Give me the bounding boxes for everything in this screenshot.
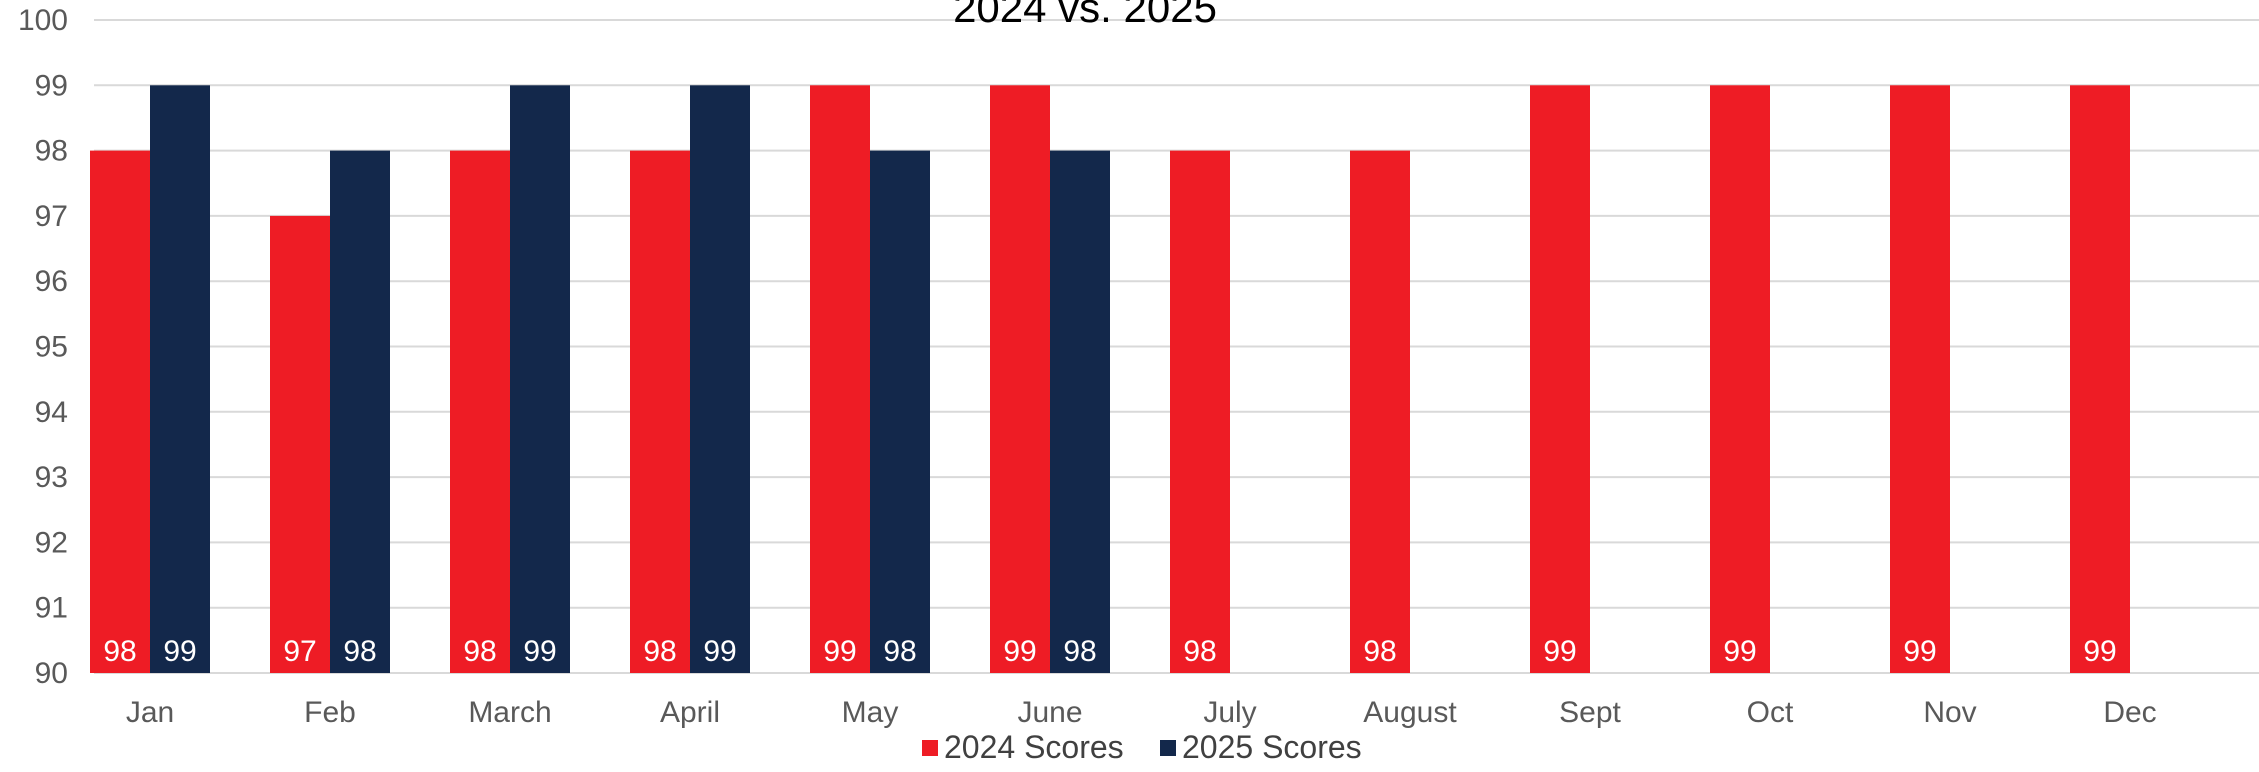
x-tick-label: April	[660, 696, 720, 729]
x-tick-label: May	[842, 696, 899, 729]
data-label: 98	[343, 635, 376, 668]
legend-label: 2024 Scores	[944, 729, 1124, 765]
x-tick-label: June	[1017, 696, 1082, 729]
bar-2024-nov	[1890, 85, 1950, 674]
y-tick-label: 100	[18, 4, 68, 37]
y-tick-label: 97	[35, 200, 68, 233]
bar-2025-jan	[150, 85, 210, 674]
x-tick-label: August	[1363, 696, 1457, 729]
data-label: 99	[523, 635, 556, 668]
y-tick-label: 93	[35, 461, 68, 494]
data-label: 99	[2083, 635, 2116, 668]
data-label: 99	[1903, 635, 1936, 668]
bars	[90, 85, 2130, 674]
x-tick-label: Oct	[1747, 696, 1794, 729]
x-tick-label: Jan	[126, 696, 174, 729]
bar-2024-may	[810, 85, 870, 674]
x-axis-ticks: Jan Feb March April May June July August Sept Oct…	[126, 696, 2157, 729]
legend: 2024 Scores 2025 Scores	[922, 729, 1362, 765]
y-tick-label: 94	[35, 396, 68, 429]
data-label: 98	[883, 635, 916, 668]
data-labels: 98 99 97 98 98 99 98 99 99 98 99 98 98 98 99 99 99 99	[103, 635, 2116, 668]
legend-swatch	[1160, 740, 1176, 756]
data-label: 98	[1183, 635, 1216, 668]
bar-2025-march	[510, 85, 570, 674]
data-label: 98	[643, 635, 676, 668]
bar-2024-march	[450, 150, 510, 674]
x-tick-label: Dec	[2103, 696, 2156, 729]
y-axis-ticks: 90 91 92 93 94 95 96 97 98 99 100	[18, 4, 68, 690]
data-label: 97	[283, 635, 316, 668]
data-label: 99	[1723, 635, 1756, 668]
x-tick-label: Feb	[304, 696, 356, 729]
bar-2025-april	[690, 85, 750, 674]
y-tick-label: 98	[35, 135, 68, 168]
legend-swatch	[922, 740, 938, 756]
data-label: 98	[1063, 635, 1096, 668]
bar-2024-dec	[2070, 85, 2130, 674]
legend-label: 2025 Scores	[1182, 729, 1362, 765]
y-tick-label: 92	[35, 526, 68, 559]
y-tick-label: 91	[35, 592, 68, 625]
bar-2024-august	[1350, 150, 1410, 674]
bar-2024-june	[990, 85, 1050, 674]
bar-2025-june	[1050, 150, 1110, 674]
data-label: 99	[703, 635, 736, 668]
y-tick-label: 90	[35, 657, 68, 690]
y-tick-label: 96	[35, 265, 68, 298]
bar-2024-sept	[1530, 85, 1590, 674]
data-label: 99	[823, 635, 856, 668]
data-label: 99	[163, 635, 196, 668]
bar-2024-oct	[1710, 85, 1770, 674]
x-tick-label: Sept	[1559, 696, 1621, 729]
data-label: 99	[1543, 635, 1576, 668]
x-tick-label: July	[1203, 696, 1256, 729]
x-tick-label: March	[468, 696, 551, 729]
data-label: 98	[1363, 635, 1396, 668]
bar-2025-feb	[330, 150, 390, 674]
data-label: 99	[1003, 635, 1036, 668]
bar-2024-july	[1170, 150, 1230, 674]
chart-title: 2024 vs. 2025	[953, 0, 1217, 31]
x-tick-label: Nov	[1923, 696, 1976, 729]
bar-2024-april	[630, 150, 690, 674]
bar-2024-feb	[270, 215, 330, 673]
data-label: 98	[103, 635, 136, 668]
y-tick-label: 95	[35, 331, 68, 364]
bar-2024-jan	[90, 150, 150, 674]
y-tick-label: 99	[35, 69, 68, 102]
bar-2025-may	[870, 150, 930, 674]
data-label: 98	[463, 635, 496, 668]
